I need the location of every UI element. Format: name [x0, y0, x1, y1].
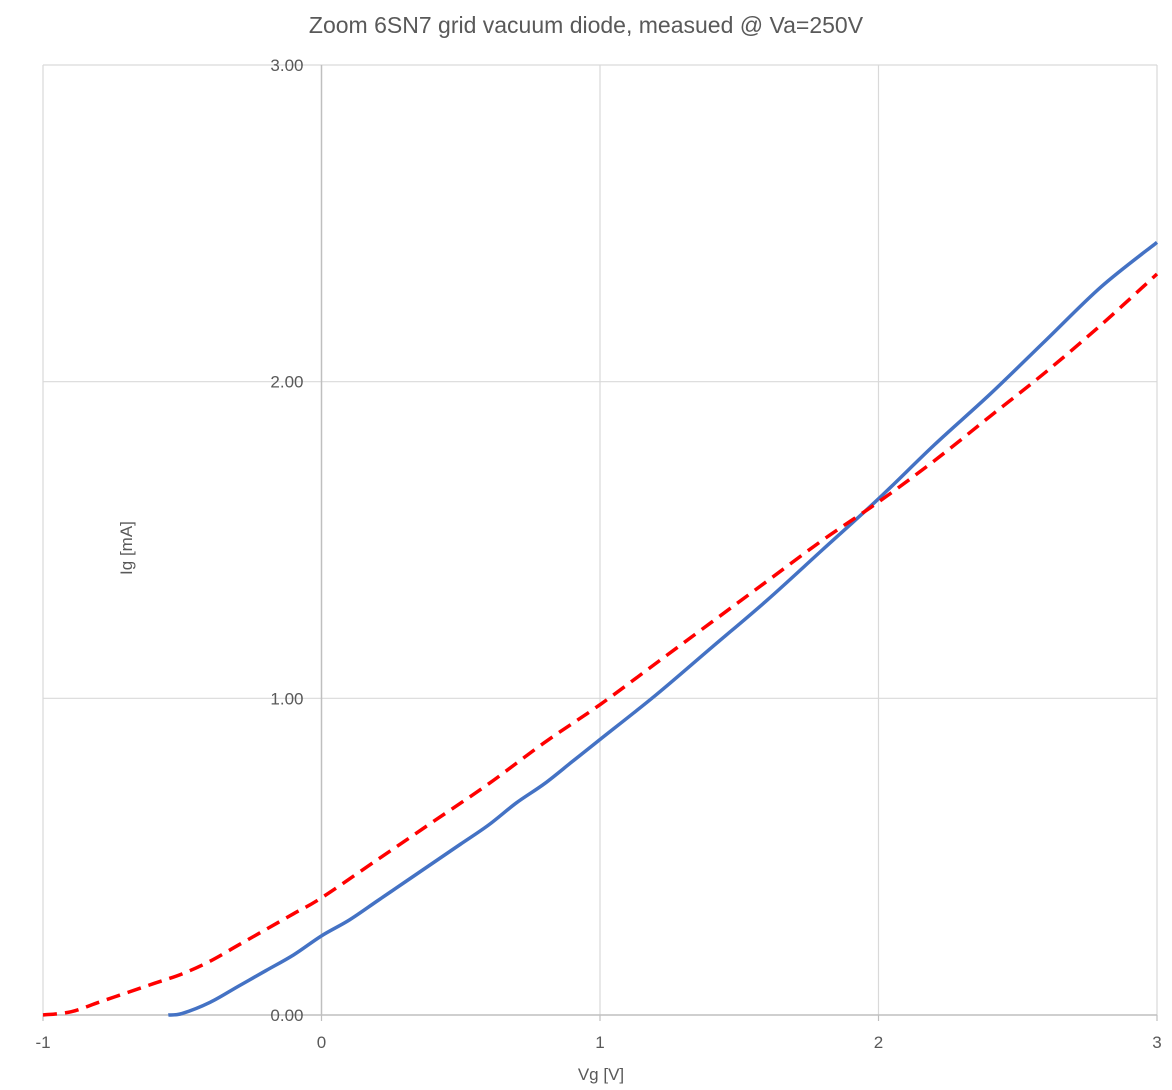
x-tick-label: 0 [317, 1033, 326, 1052]
y-tick-label: 0.00 [270, 1006, 303, 1025]
gridlines [42, 64, 1158, 1015]
x-tick-label: 3 [1152, 1033, 1161, 1052]
y-tick-label: 3.00 [270, 56, 303, 75]
series-line-solid [168, 240, 1159, 1017]
series-line-dashed [42, 272, 1159, 1017]
axes [42, 65, 1158, 1021]
x-axis-title: Vg [V] [578, 1065, 624, 1084]
y-tick-label: 1.00 [270, 689, 303, 708]
y-tick-label: 2.00 [270, 373, 303, 392]
x-tick-label: -1 [35, 1033, 50, 1052]
tick-labels: 0.00 1.00 2.00 3.00 -1 0 1 2 3 [35, 56, 1161, 1052]
y-axis-title: Ig [mA] [117, 521, 136, 575]
x-tick-label: 1 [595, 1033, 604, 1052]
series-lines [42, 240, 1159, 1017]
chart-title: Zoom 6SN7 grid vacuum diode, measued @ V… [309, 12, 864, 38]
x-tick-label: 2 [874, 1033, 883, 1052]
